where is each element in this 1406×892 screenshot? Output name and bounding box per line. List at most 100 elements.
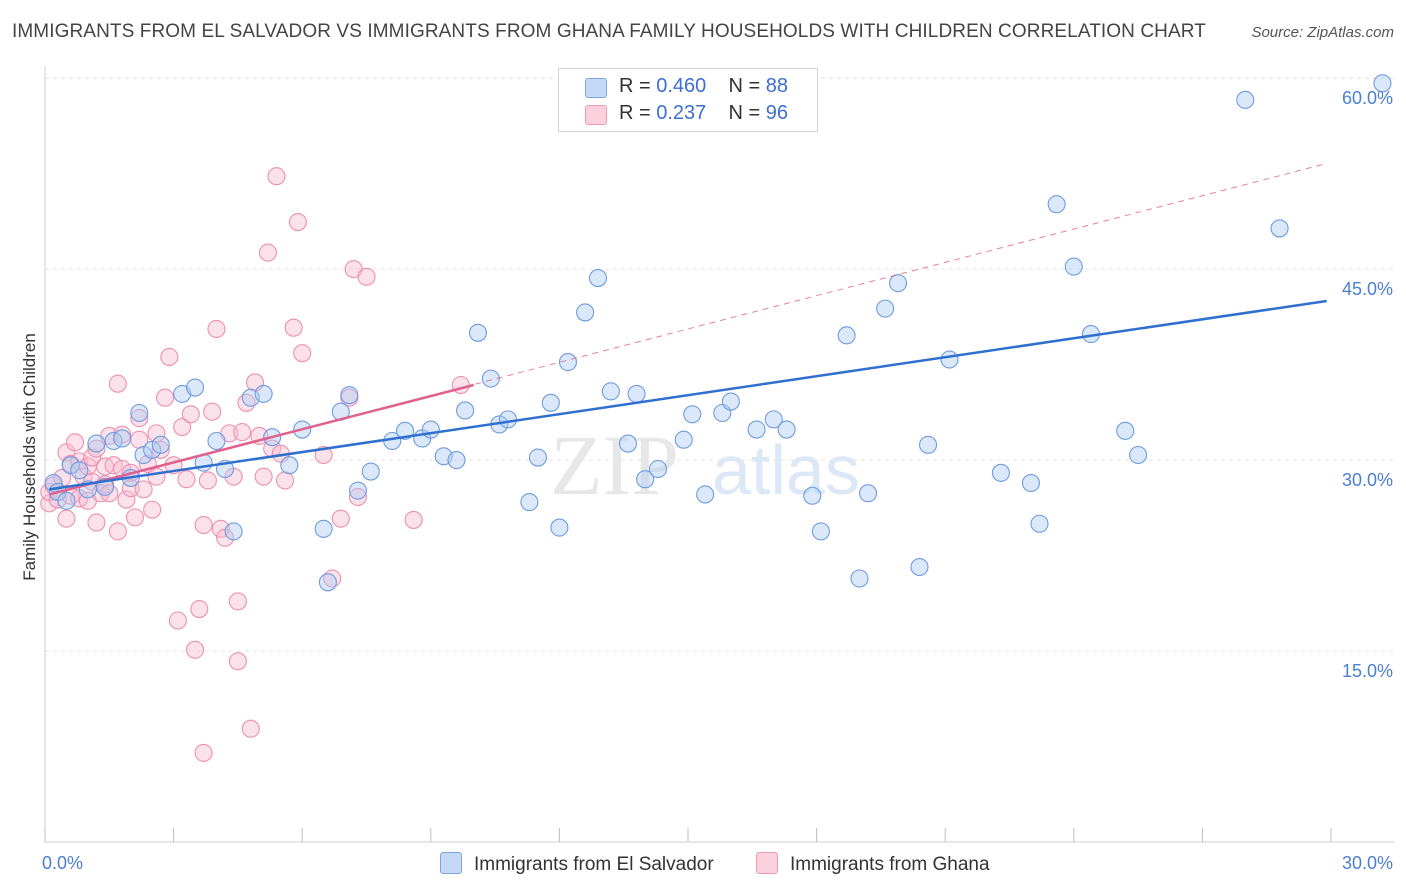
el-salvador-point [940,350,959,369]
bottom-legend-label: Immigrants from El Salvador [474,854,714,875]
el-salvador-point [143,440,162,459]
el-salvador-point [674,430,693,449]
correlation-legend: R = 0.460 N = 88 R = 0.237 N = 96 [558,68,818,132]
ghana-trend-line [48,383,474,496]
ghana-point [143,500,162,519]
ghana-point [121,479,140,498]
el-salvador-point [254,384,273,403]
legend-swatch-pink [585,105,607,125]
el-salvador-point [361,462,380,481]
el-salvador-point [528,448,548,467]
el-salvador-point [910,557,929,577]
ghana-point [65,433,85,452]
legend-r-value: 0.237 [656,102,707,124]
el-salvador-point [421,420,440,439]
el-salvador-point [764,410,783,429]
el-salvador-point [130,403,149,423]
ghana-point [108,374,127,393]
ghana-point [241,719,260,738]
legend-stats: R = 0.460 N = 88 [619,75,788,98]
el-salvador-point [558,353,578,372]
el-salvador-point [318,573,337,592]
ghana-point [173,417,192,437]
el-salvador-point [803,486,822,505]
el-salvador-point [1021,473,1040,493]
ghana-point [331,509,350,528]
ghana-point [190,599,209,619]
el-salvador-point [520,493,539,512]
ghana-point [254,467,273,486]
el-salvador-point [1236,90,1255,109]
el-salvador-point [447,451,466,470]
el-salvador-point [340,386,359,405]
ghana-point [57,509,76,528]
el-salvador-point [696,485,715,504]
ghana-point [267,167,286,186]
grid [45,77,1394,652]
el-salvador-point [57,491,76,510]
el-salvador-point [498,410,518,429]
el-salvador-point [777,420,796,439]
el-salvador-point [550,518,569,537]
ghana-point [108,522,127,541]
el-salvador-point [576,303,595,322]
ghana-point [181,405,200,424]
y-tick-label: 60.0% [1342,88,1393,108]
el-salvador-point [70,461,89,480]
el-salvador-point [888,274,908,293]
el-salvador-point [1129,445,1148,465]
bottom-legend-swatch-pink [756,852,778,874]
el-salvador-point [468,323,488,342]
bottom-legend-swatch-blue [440,852,462,874]
ghana-point [147,467,166,486]
watermark-zip: ZIP [550,417,679,513]
axes [44,66,1394,843]
el-salvador-point [721,392,740,411]
y-axis-label: Family Households with Children [20,333,39,581]
el-salvador-point [601,382,620,401]
el-salvador-point [151,435,170,454]
ghana-point [284,318,303,337]
el-salvador-point [876,299,895,318]
el-salvador-point [811,522,830,541]
ghana-point [155,388,175,407]
el-salvador-point [850,569,869,588]
chart-title: IMMIGRANTS FROM EL SALVADOR VS IMMIGRANT… [12,21,1206,42]
el-salvador-point [481,369,500,388]
y-tick-label: 45.0% [1342,279,1393,299]
el-salvador-point [1373,74,1392,93]
ghana-point [357,267,376,286]
ghana-point [228,652,247,671]
ghana-point [258,243,277,262]
tick-labels: 15.0% 30.0% 45.0% 60.0% 0.0% 30.0% [42,88,1393,873]
x-tick-label-max: 30.0% [1342,853,1393,873]
ghana-point [348,487,367,507]
el-salvador-point [185,378,205,397]
el-salvador-point [858,484,878,503]
el-salvador-point [348,481,367,500]
ghana-point [233,423,252,442]
el-salvador-point [280,456,299,475]
el-salvador-points [44,74,1392,592]
el-salvador-point [636,470,655,489]
ghana-point [177,470,196,489]
legend-r-label: R = [619,75,651,97]
el-salvador-point [618,434,638,453]
bottom-legend-el-salvador: Immigrants from El Salvador [440,852,714,876]
el-salvador-point [1116,421,1135,440]
ghana-point [104,456,123,475]
el-salvador-point [113,429,132,448]
el-salvador-point [1064,257,1083,276]
y-tick-label: 15.0% [1342,661,1393,681]
ghana-point [87,439,106,458]
ghana-point [276,471,295,490]
ghana-point [125,508,145,527]
watermark: ZIP atlas [550,417,860,513]
el-salvador-point [224,522,243,541]
el-salvador-point [683,405,702,424]
el-salvador-point [61,456,80,475]
ghana-point [288,212,307,232]
legend-n-value: 88 [765,75,789,97]
legend-n-label: N = [728,102,761,124]
ghana-point [83,448,102,467]
